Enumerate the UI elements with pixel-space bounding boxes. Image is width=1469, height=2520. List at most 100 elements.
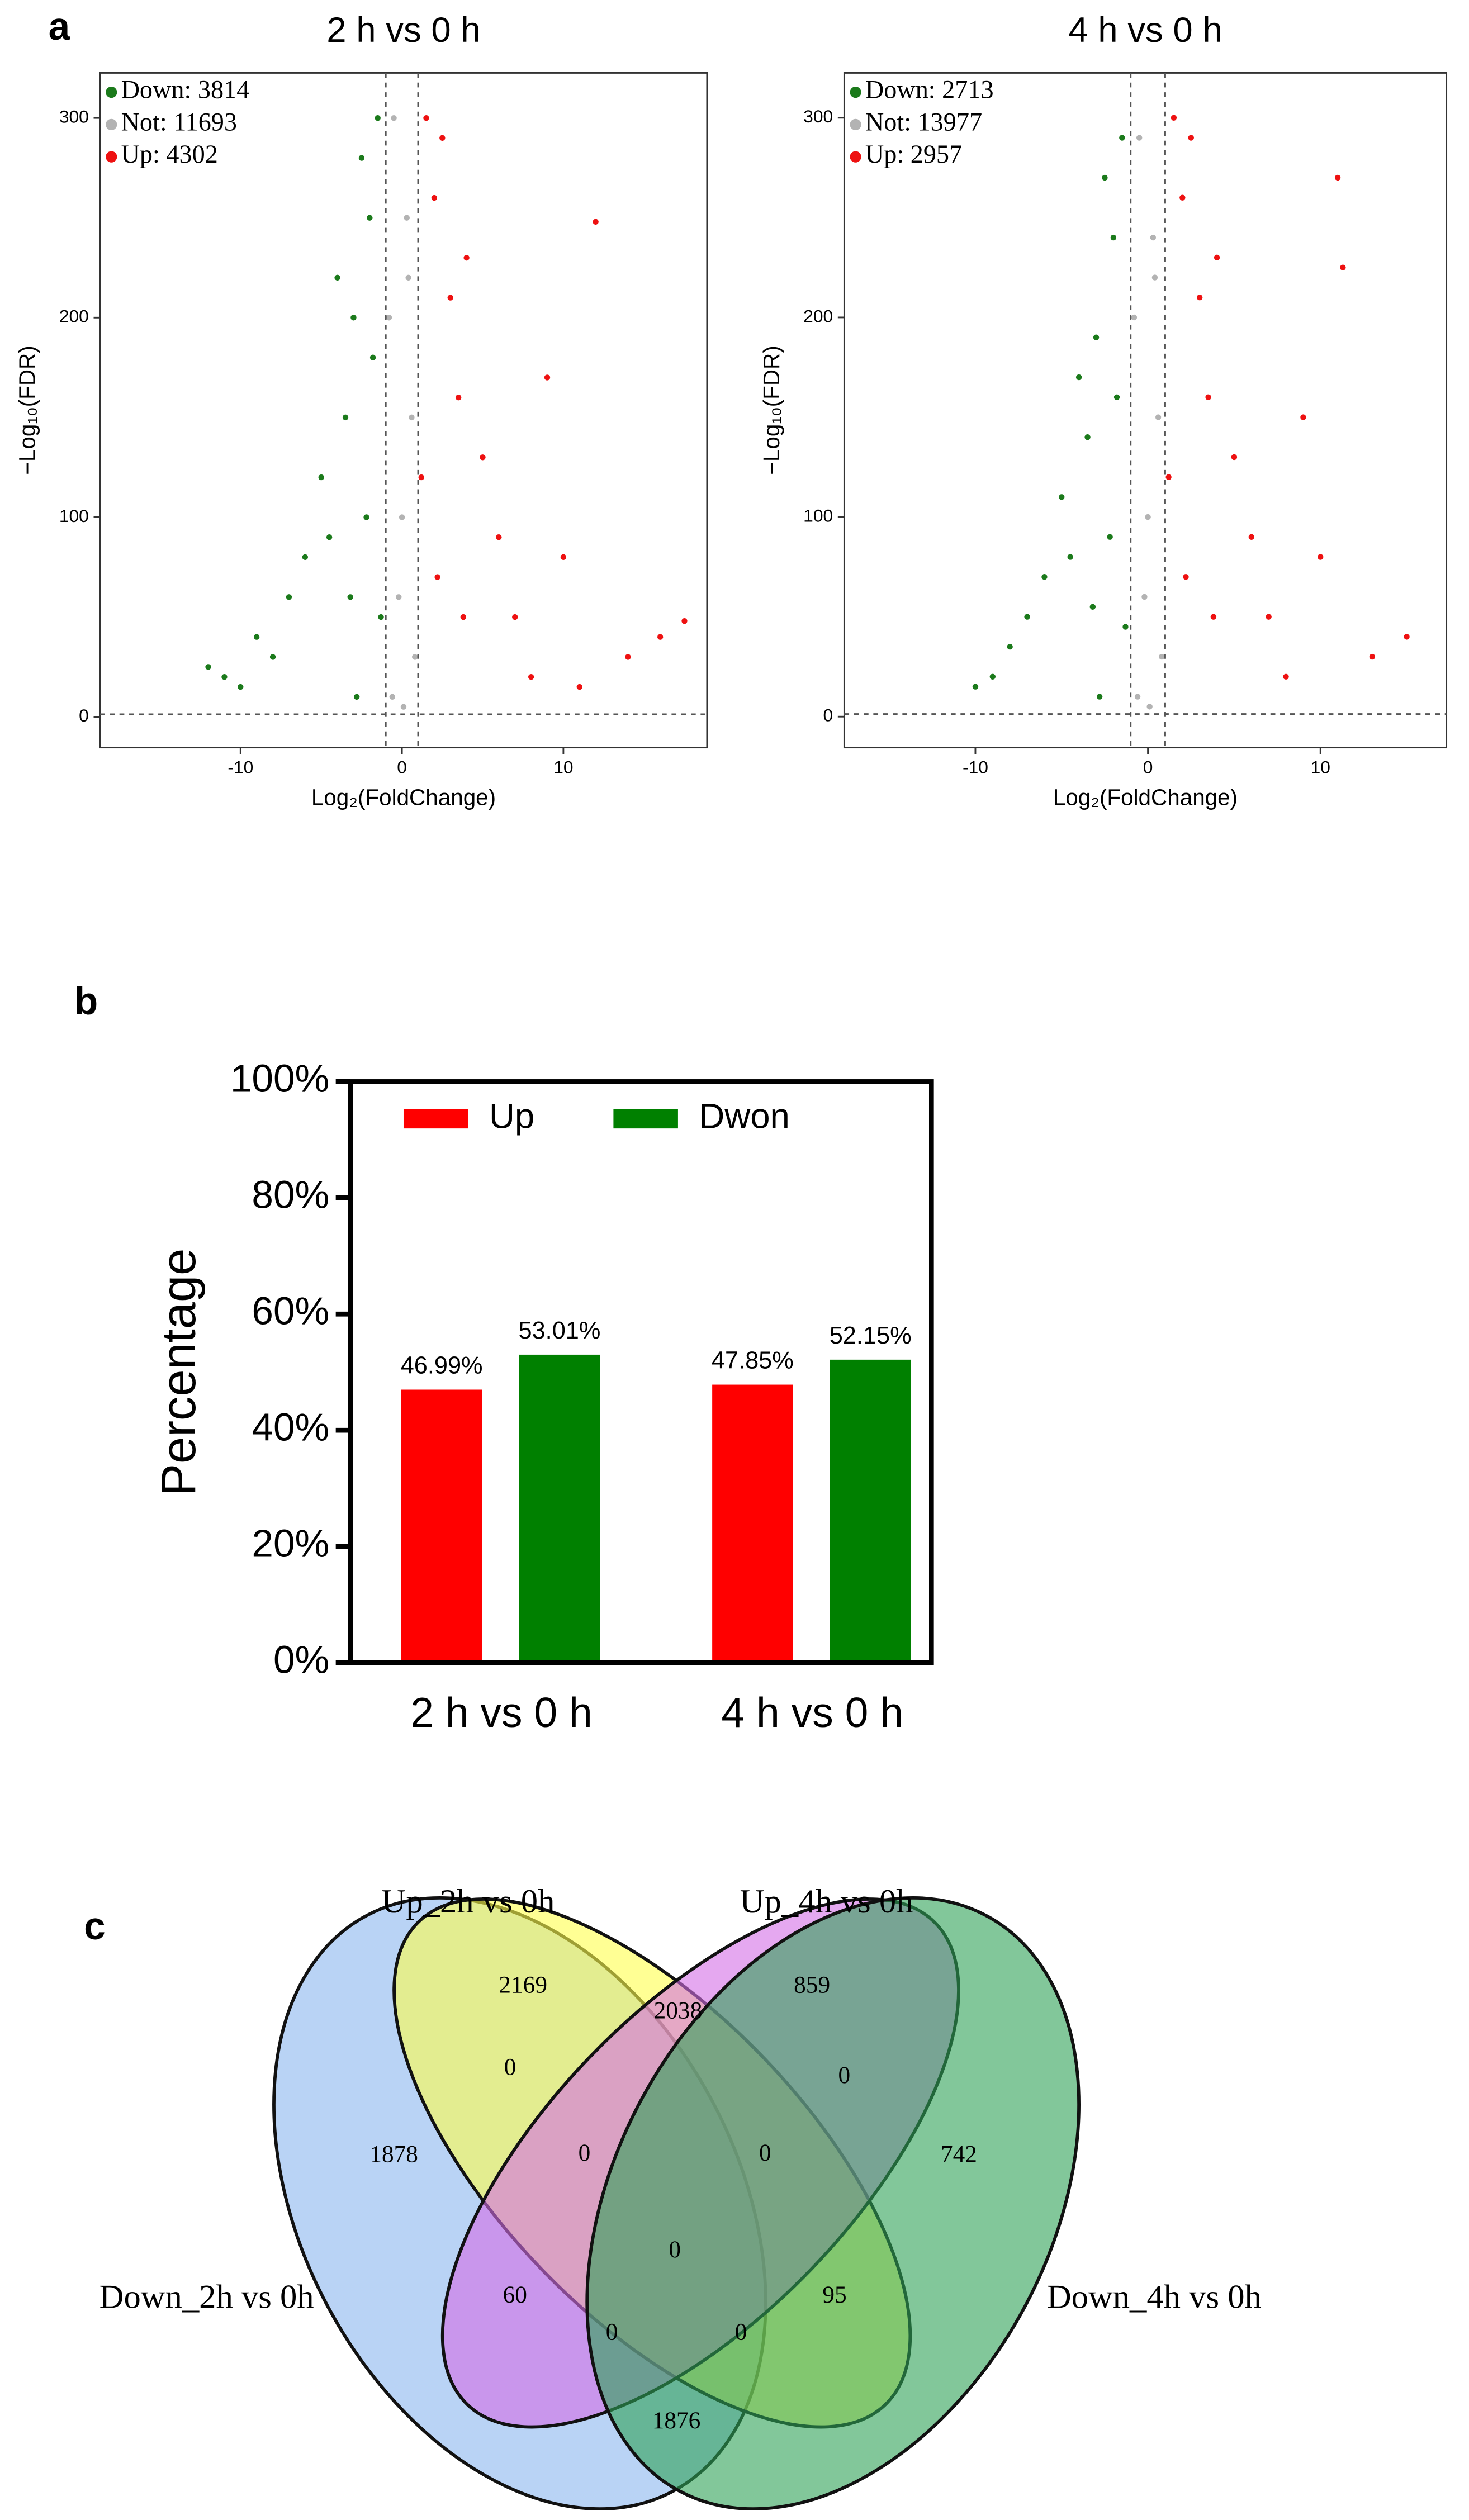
- point: [1300, 414, 1306, 420]
- point: [400, 704, 407, 710]
- region-count: 859: [794, 1971, 830, 1998]
- x-tick-label: -10: [963, 757, 988, 777]
- point: [463, 254, 470, 261]
- y-tick-label: 80%: [252, 1173, 329, 1217]
- point: [1102, 174, 1108, 181]
- point: [221, 673, 228, 680]
- y-tick-label: 100: [59, 506, 89, 526]
- y-axis-label: −Log₁₀(FDR): [15, 345, 40, 474]
- point: [1113, 394, 1120, 400]
- point: [1093, 334, 1100, 340]
- panel-label: a: [49, 4, 70, 48]
- point: [1122, 624, 1129, 630]
- bar: [830, 1359, 911, 1663]
- point: [1231, 454, 1238, 461]
- point: [1067, 554, 1073, 560]
- x-tick-label: 0: [1143, 757, 1153, 777]
- bar: [401, 1389, 482, 1663]
- point: [1197, 295, 1203, 301]
- y-axis-label: −Log₁₀(FDR): [759, 345, 784, 474]
- y-tick-label: 20%: [252, 1521, 329, 1565]
- y-tick-label: 0: [823, 705, 833, 725]
- x-tick-label: -10: [228, 757, 253, 777]
- point: [528, 673, 534, 680]
- set-label: Up_2h vs 0h: [382, 1883, 555, 1920]
- value-label: 52.15%: [830, 1322, 912, 1349]
- y-tick-label: 300: [59, 107, 89, 127]
- legend-swatch: [850, 118, 861, 130]
- set-label: Down_4h vs 0h: [1047, 2279, 1262, 2316]
- point: [560, 554, 567, 561]
- legend-swatch: [106, 86, 117, 98]
- legend-swatch: [106, 151, 117, 163]
- region-count: 60: [503, 2281, 527, 2308]
- point: [1179, 194, 1186, 201]
- point: [1110, 234, 1117, 241]
- value-label: 46.99%: [401, 1352, 483, 1379]
- point: [326, 534, 333, 540]
- bar: [712, 1384, 793, 1663]
- x-axis-label: Log₂(FoldChange): [1053, 785, 1238, 810]
- point: [1214, 254, 1220, 260]
- point: [455, 394, 462, 401]
- region-count: 1878: [369, 2141, 418, 2168]
- point: [496, 534, 502, 540]
- point: [253, 634, 260, 640]
- y-tick-label: 100%: [230, 1057, 329, 1100]
- y-tick-label: 60%: [252, 1289, 329, 1333]
- plot-frame: [843, 72, 1448, 749]
- point: [1107, 534, 1113, 540]
- point: [972, 684, 979, 690]
- point: [1131, 314, 1138, 321]
- point: [480, 454, 486, 461]
- point: [439, 135, 446, 141]
- point: [409, 414, 415, 421]
- y-tick-label: 200: [59, 306, 89, 326]
- point: [418, 474, 424, 481]
- panel-label: c: [84, 1904, 106, 1948]
- point: [1183, 574, 1189, 580]
- legend-label: Up: 2957: [865, 140, 962, 168]
- point: [369, 354, 376, 360]
- value-label: 47.85%: [712, 1347, 794, 1374]
- legend-label: Down: 3814: [121, 75, 250, 104]
- point: [681, 618, 688, 624]
- point: [1165, 474, 1172, 480]
- point: [1096, 694, 1103, 700]
- point: [1404, 634, 1410, 640]
- region-count: 742: [941, 2141, 977, 2168]
- point: [205, 664, 211, 670]
- point: [593, 219, 599, 225]
- point: [354, 694, 360, 700]
- point: [1171, 115, 1177, 121]
- point: [404, 215, 410, 221]
- plot-frame: [99, 72, 708, 749]
- legend-label: Not: 11693: [121, 107, 237, 136]
- x-tick-label: 10: [1311, 757, 1330, 777]
- point: [391, 115, 397, 121]
- point: [1024, 614, 1030, 620]
- chart-title: 4 h vs 0 h: [1068, 10, 1222, 50]
- point: [269, 654, 276, 660]
- value-label: 53.01%: [519, 1317, 601, 1344]
- legend-swatch: [106, 118, 117, 130]
- point: [1248, 534, 1254, 540]
- set-label: Up_4h vs 0h: [740, 1883, 913, 1920]
- point: [512, 614, 518, 620]
- legend-label: Up: 4302: [121, 140, 218, 168]
- point: [350, 315, 357, 321]
- y-tick-label: 0%: [273, 1638, 329, 1681]
- point: [405, 274, 411, 281]
- point: [1007, 644, 1013, 650]
- point: [286, 594, 292, 600]
- point: [396, 594, 402, 600]
- y-tick-label: 0: [79, 705, 89, 725]
- point: [1145, 514, 1151, 520]
- point: [378, 614, 384, 620]
- point: [375, 115, 381, 121]
- point: [347, 594, 353, 600]
- region-count: 2169: [499, 1971, 547, 1998]
- point: [342, 414, 349, 421]
- region-count: 1876: [652, 2407, 701, 2434]
